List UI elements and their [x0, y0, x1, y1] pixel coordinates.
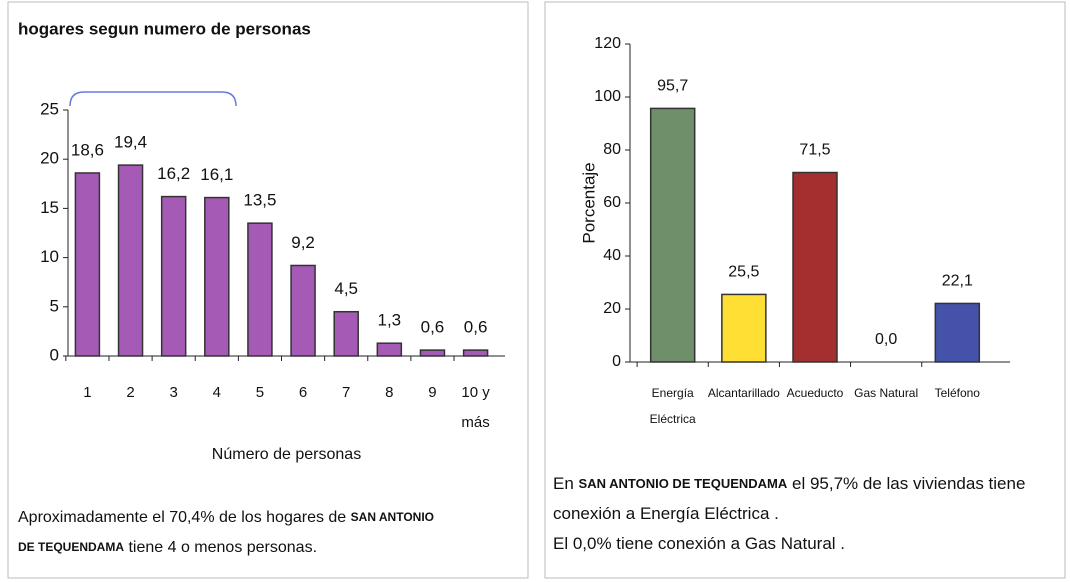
value-label: 0,6: [464, 318, 488, 337]
caption-line: En SAN ANTONIO DE TEQUENDAMA el 95,7% de…: [553, 474, 1025, 493]
x-tick-label: 5: [256, 384, 264, 401]
value-label: 16,2: [157, 164, 190, 183]
y-tick-label: 20: [603, 300, 621, 317]
bar: [934, 302, 981, 363]
caption-line: DE TEQUENDAMA tiene 4 o menos personas.: [18, 539, 317, 556]
caption-bold: SAN ANTONIO: [351, 510, 434, 524]
y-tick-label: 0: [612, 353, 621, 370]
value-label: 0,0: [875, 331, 897, 348]
value-label: 95,7: [657, 78, 688, 95]
x-tick-label: 7: [342, 384, 350, 401]
x-tick-label: Acueducto: [787, 386, 844, 400]
bar: [419, 349, 446, 357]
value-label: 9,2: [291, 233, 315, 252]
value-label: 13,5: [243, 191, 276, 210]
x-tick-label: 6: [299, 384, 307, 401]
caption-text: En: [553, 474, 579, 493]
x-tick-label: Energía Eléctrica: [650, 386, 696, 426]
chart-title: hogares segun numero de personas: [18, 19, 311, 38]
x-tick-label: Alcantarillado: [708, 386, 780, 400]
x-tick-label: Teléfono: [935, 386, 981, 400]
y-tick-label: 80: [603, 141, 621, 158]
bar: [247, 222, 273, 357]
x-tick-label: 9: [428, 384, 436, 401]
y-tick-label: 0: [50, 345, 59, 364]
caption-bold: SAN ANTONIO DE TEQUENDAMA: [579, 476, 788, 491]
y-tick-label: 10: [40, 247, 59, 266]
caption-line: El 0,0% tiene conexión a Gas Natural .: [553, 534, 845, 553]
y-tick-label: 25: [40, 99, 59, 118]
caption-text: el 95,7% de las viviendas tiene: [787, 474, 1025, 493]
value-label: 19,4: [114, 133, 147, 152]
bar: [792, 171, 838, 363]
x-tick-label: 10 y más: [461, 384, 490, 431]
caption-text: conexión a Energía Eléctrica .: [553, 504, 779, 523]
value-label: 1,3: [378, 311, 402, 330]
y-axis-label: Porcentaje: [579, 162, 598, 243]
caption-text: El 0,0% tiene conexión a Gas Natural .: [553, 534, 845, 553]
value-label: 18,6: [71, 140, 104, 159]
value-label: 25,5: [728, 264, 759, 281]
y-tick-label: 100: [594, 88, 621, 105]
value-label: 71,5: [799, 142, 830, 159]
y-tick-label: 40: [603, 247, 621, 264]
bar: [721, 293, 767, 363]
y-tick-label: 60: [603, 194, 621, 211]
bar: [649, 107, 696, 363]
bar: [117, 164, 144, 357]
y-tick-label: 15: [40, 198, 59, 217]
caption-line: conexión a Energía Eléctrica .: [553, 504, 779, 523]
x-tick-label: 4: [213, 384, 221, 401]
x-tick-label: 1: [83, 384, 91, 401]
value-label: 0,6: [421, 318, 445, 337]
bar: [160, 195, 187, 357]
bar: [290, 264, 316, 357]
value-label: 22,1: [942, 273, 973, 290]
caption-text: tiene 4 o menos personas.: [124, 539, 317, 556]
x-axis-label: Número de personas: [212, 446, 361, 463]
x-tick-label: 3: [169, 384, 177, 401]
x-tick-label: Gas Natural: [854, 386, 918, 400]
value-label: 4,5: [334, 279, 358, 298]
caption-bold: DE TEQUENDAMA: [18, 540, 124, 554]
bar: [462, 349, 489, 357]
bar: [204, 196, 230, 357]
x-tick-label: 8: [385, 384, 393, 401]
bracket: [69, 91, 237, 107]
x-tick-label: 2: [126, 384, 134, 401]
y-tick-label: 5: [50, 296, 59, 315]
y-tick-label: 120: [594, 35, 621, 52]
y-tick-label: 20: [40, 149, 59, 168]
caption-line: Aproximadamente el 70,4% de los hogares …: [18, 509, 434, 526]
caption-text: Aproximadamente el 70,4% de los hogares …: [18, 509, 351, 526]
bar: [333, 310, 359, 357]
value-label: 16,1: [200, 165, 233, 184]
bar: [376, 342, 403, 357]
bar: [74, 172, 101, 357]
